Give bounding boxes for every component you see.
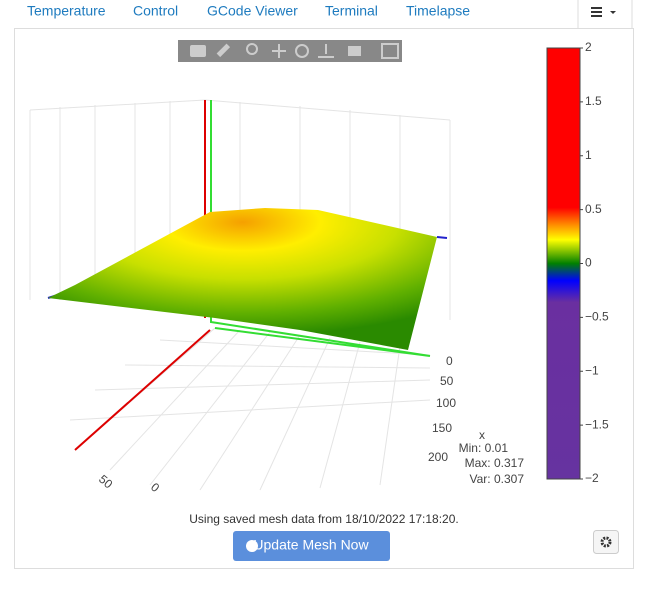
x-tick-label: 200 (428, 450, 448, 464)
x-tick-label: 50 (440, 374, 454, 388)
update-button-label[interactable]: Update Mesh Now (253, 537, 369, 553)
colorbar-tick-label: −1.5 (585, 417, 609, 431)
stat: Var: 0.307 (470, 472, 525, 486)
mesh-surface (48, 208, 437, 350)
y-tick-label: 0 (148, 480, 162, 495)
tab[interactable]: Control (133, 3, 178, 19)
menu-icon[interactable] (591, 7, 616, 17)
colorbar-tick-label: 0.5 (585, 202, 602, 216)
info-icon (246, 540, 258, 552)
colorbar-tick-label: −0.5 (585, 310, 609, 324)
tab-border (577, 0, 633, 28)
y-tick-label: 50 (96, 472, 115, 492)
colorbar-tick-label: 1 (585, 148, 592, 162)
toolbar (178, 40, 402, 62)
stat: Max: 0.317 (465, 456, 525, 470)
x-tick-label: 100 (436, 396, 456, 410)
stat: Min: 0.01 (459, 441, 509, 455)
colorbar-tick-label: −1 (585, 363, 599, 377)
y-axis (74, 329, 211, 451)
message: Using saved mesh data from 18/10/2022 17… (189, 512, 459, 526)
axis-lines (210, 100, 431, 357)
colorbar-tick-label: 2 (585, 40, 592, 54)
x-tick-label: 150 (432, 421, 452, 435)
settings-button[interactable] (593, 530, 619, 554)
colorbar (546, 47, 581, 480)
tab[interactable]: Terminal (325, 3, 378, 19)
panel (14, 28, 634, 569)
colorbar-tick-label: 0 (585, 256, 592, 270)
update-button[interactable] (233, 531, 390, 561)
toolbar-icons[interactable] (190, 43, 399, 59)
gear-icon (600, 536, 612, 548)
tab[interactable]: Timelapse (406, 3, 470, 19)
tab[interactable]: GCode Viewer (207, 3, 298, 19)
colorbar-tick-label: −2 (585, 471, 599, 485)
colorbar-tick-label: 1.5 (585, 94, 602, 108)
x-axis-title: x (479, 428, 485, 442)
x-tick-label: 0 (446, 354, 453, 368)
tab[interactable]: Temperature (27, 3, 106, 19)
